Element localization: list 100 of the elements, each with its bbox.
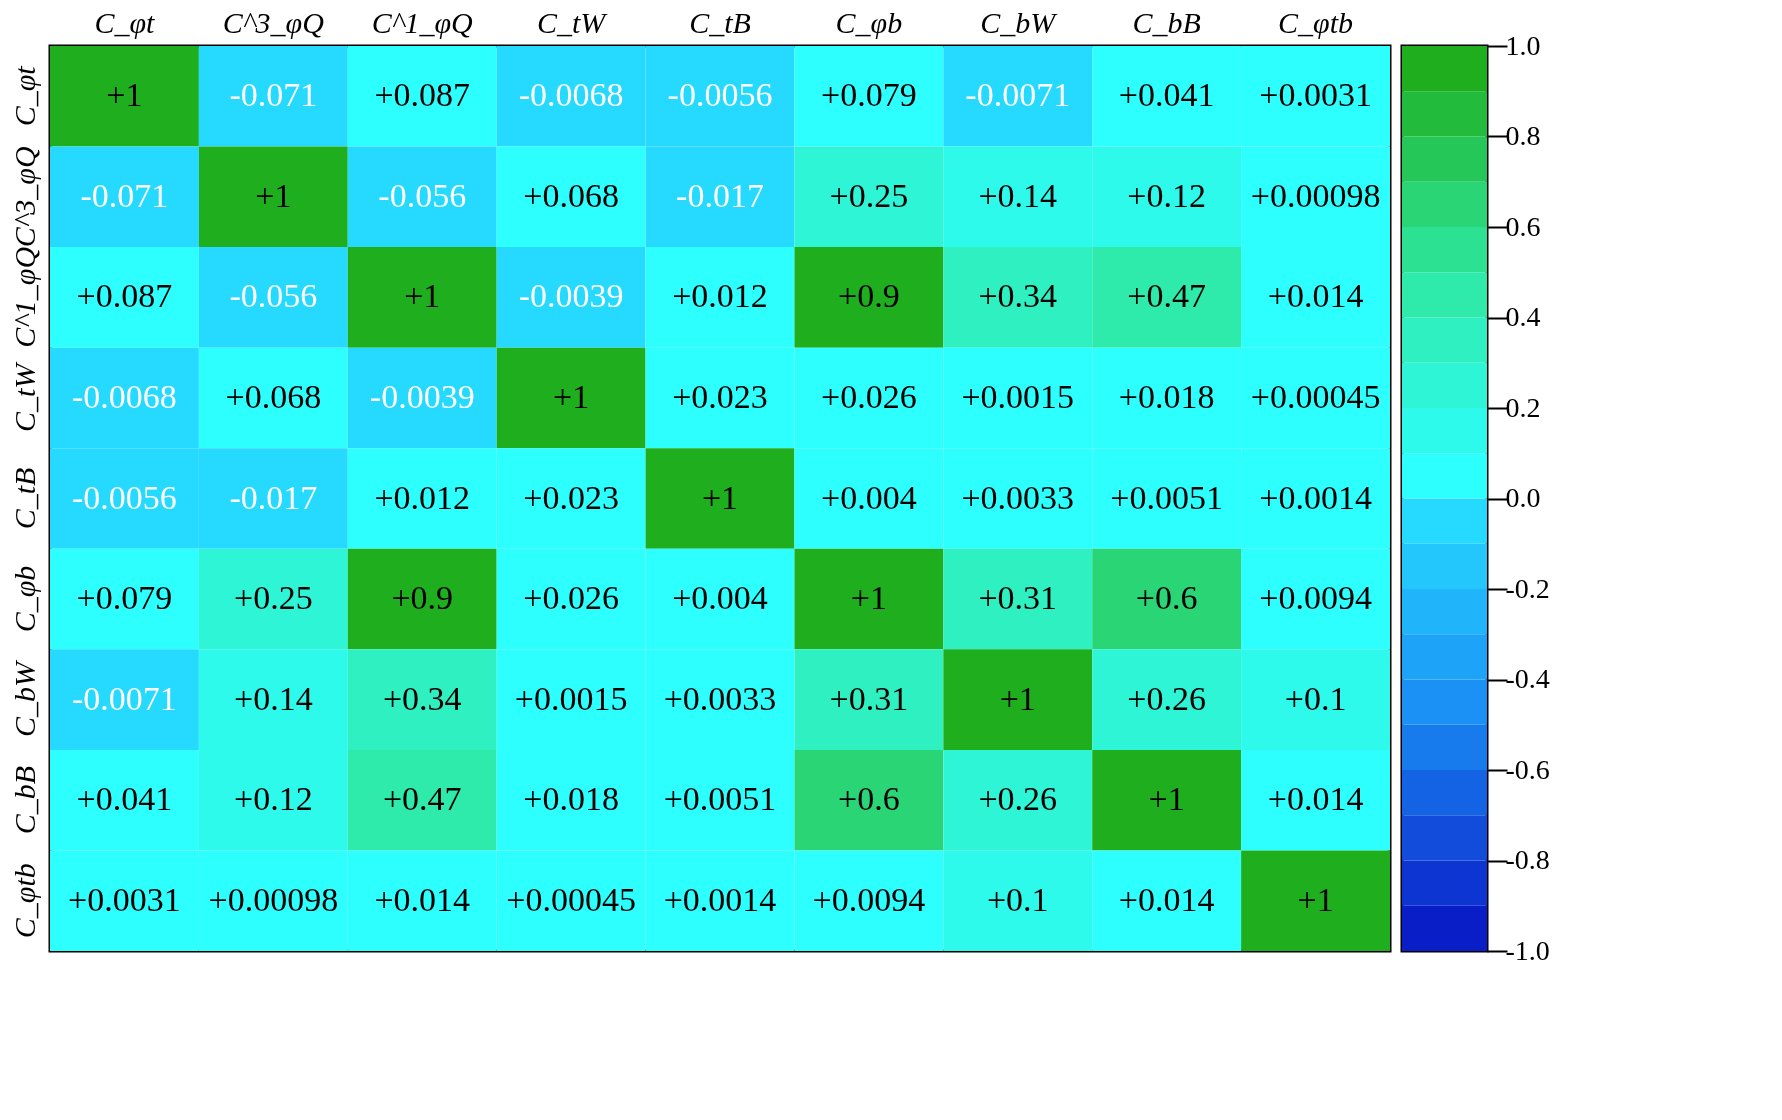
data-label: +0.026 [523,579,619,617]
data-label: -0.017 [676,176,764,214]
data-label: +0.9 [838,277,900,315]
color-bar-label: 1.0 [1505,29,1541,61]
data-label: -0.0056 [72,478,177,516]
data-label: +0.0015 [514,679,628,717]
data-label: +0.0033 [663,679,777,717]
data-label: -0.0068 [518,76,624,114]
data-label: +0.1 [986,880,1049,918]
data-label: +0.00098 [208,880,339,918]
data-label: +0.018 [1118,377,1215,415]
data-label: +0.0051 [663,780,777,818]
data-label: -0.0071 [965,76,1071,114]
data-label: +0.087 [374,76,471,114]
data-label: +0.012 [374,478,471,516]
data-label: +0.26 [1127,679,1207,717]
data-label: +0.0051 [1110,478,1224,516]
data-label: +0.004 [821,478,917,516]
data-label: +0.0015 [961,377,1075,415]
data-label: +0.31 [829,679,909,717]
data-label: +0.6 [838,780,900,818]
data-label: +0.0031 [68,880,181,918]
data-label: -0.0071 [72,679,177,717]
x-tick-label: C_φb [835,5,903,39]
data-label: +0.14 [233,679,313,717]
data-label: +1 [999,679,1036,717]
data-label: +0.014 [1267,277,1364,315]
x-tick-label: C^1_φQ [371,5,474,39]
data-label: -0.0068 [72,377,177,415]
y-tick-label: C_tW [7,360,41,433]
y-tick-label: C_φb [7,565,41,633]
data-label: -0.056 [229,277,318,315]
data-label: +0.079 [76,579,173,617]
y-tick-label: C_φt [7,65,41,127]
data-label: -0.0039 [518,277,624,315]
data-label: +0.004 [672,579,768,617]
data-label: +0.0094 [812,880,926,918]
data-label: +0.31 [978,579,1058,617]
data-label: +0.018 [523,780,619,818]
data-label: +0.0014 [663,880,777,918]
data-label: +0.14 [978,176,1058,214]
data-label: +1 [1297,880,1334,918]
color-bar-label: 0.4 [1505,301,1541,332]
data-label: -0.071 [229,76,318,114]
y-tick-label: C_tB [7,467,41,530]
color-bar-label: -0.6 [1505,753,1550,785]
data-label: +0.087 [76,277,173,315]
data-label: +0.026 [821,377,917,415]
data-label: +0.0094 [1259,579,1372,617]
color-bar-label: -0.2 [1505,572,1550,604]
data-label: +0.079 [821,76,917,114]
data-label: +0.023 [672,377,768,415]
data-label: -0.017 [229,478,318,516]
data-label: +1 [701,478,739,516]
color-bar-label: -1.0 [1505,934,1550,966]
y-tick-label: C^1_φQ [7,246,41,348]
data-label: +0.34 [978,277,1058,315]
data-label: +0.12 [233,780,313,818]
data-label: +0.25 [829,176,909,214]
x-tick-label: C_tB [689,5,751,39]
data-label: +0.012 [672,277,768,315]
data-label: +0.25 [233,579,313,617]
y-tick-label: C_φtb [7,863,41,939]
x-tick-label: C_bB [1132,5,1201,39]
color-bar-label: 0.0 [1505,482,1541,513]
data-label: +0.47 [382,780,462,818]
data-label: +0.0031 [1259,76,1372,114]
data-label: +1 [850,579,887,617]
data-label: -0.071 [80,176,169,214]
data-label: +0.023 [523,478,619,516]
x-tick-label: C_φtb [1278,5,1354,39]
data-label: -0.0039 [369,377,475,415]
data-label: +0.014 [374,880,471,918]
y-tick-label: C^3_φQ [7,146,41,248]
data-label: +0.00098 [1250,176,1381,214]
data-label: +0.041 [76,780,173,818]
color-bar-label: 0.2 [1505,391,1541,423]
data-label: +0.9 [391,579,454,617]
x-tick-label: C_bW [980,5,1059,39]
data-label: +1 [404,277,441,315]
y-tick-label: C_bB [7,765,41,835]
color-bar-label: 0.8 [1505,120,1541,151]
data-label: +1 [553,377,590,415]
data-label: +0.00045 [1250,377,1381,415]
data-label: +0.041 [1118,76,1215,114]
data-label: +0.47 [1127,277,1207,315]
data-label: +1 [1148,780,1185,818]
x-tick-label: C_tW [536,5,609,39]
x-tick-label: C_φt [94,5,156,39]
color-bar-label: -0.8 [1505,844,1550,875]
data-label: +0.014 [1118,880,1215,918]
data-label: +0.1 [1284,679,1347,717]
data-label: +1 [255,176,292,214]
data-label: +0.068 [523,176,619,214]
color-bar-label: -0.4 [1505,663,1550,694]
data-label: +1 [106,76,143,114]
data-label: -0.0056 [667,76,773,114]
color-bar-label: 0.6 [1505,210,1541,242]
data-label: +0.26 [978,780,1058,818]
data-label: +0.014 [1267,780,1364,818]
